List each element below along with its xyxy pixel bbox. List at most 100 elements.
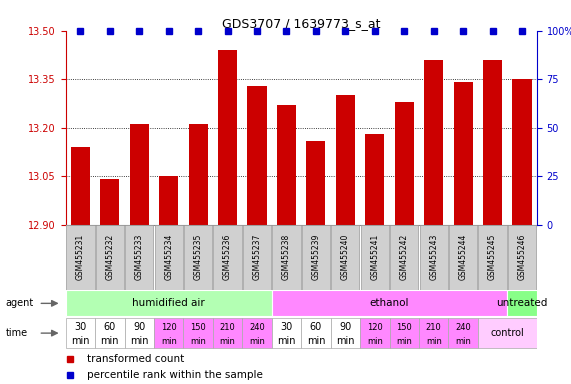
Text: min: min xyxy=(249,337,265,346)
Bar xyxy=(188,124,208,225)
Bar xyxy=(449,225,477,290)
Text: 120: 120 xyxy=(367,323,383,332)
Bar xyxy=(218,50,237,225)
Text: min: min xyxy=(278,336,296,346)
Bar xyxy=(71,147,90,225)
Text: GSM455240: GSM455240 xyxy=(341,234,350,280)
Bar xyxy=(307,141,325,225)
Bar xyxy=(242,318,272,348)
Text: min: min xyxy=(367,337,383,346)
Text: GSM455237: GSM455237 xyxy=(252,234,262,280)
Bar xyxy=(478,225,506,290)
Text: 90: 90 xyxy=(133,322,146,332)
Bar xyxy=(130,124,149,225)
Text: min: min xyxy=(100,336,119,346)
Text: min: min xyxy=(426,337,441,346)
Text: control: control xyxy=(490,328,524,338)
Text: GSM455244: GSM455244 xyxy=(459,234,468,280)
Text: GSM455234: GSM455234 xyxy=(164,234,173,280)
Bar xyxy=(272,290,507,316)
Text: GSM455231: GSM455231 xyxy=(76,234,85,280)
Bar xyxy=(483,60,502,225)
Text: 240: 240 xyxy=(249,323,265,332)
Text: min: min xyxy=(161,337,176,346)
Bar xyxy=(125,225,154,290)
Text: min: min xyxy=(190,337,206,346)
Bar xyxy=(96,225,124,290)
Bar xyxy=(478,318,537,348)
Text: 30: 30 xyxy=(280,322,292,332)
Text: 30: 30 xyxy=(74,322,87,332)
Bar xyxy=(66,225,95,290)
Text: time: time xyxy=(6,328,28,338)
Text: 120: 120 xyxy=(161,323,176,332)
Text: transformed count: transformed count xyxy=(87,354,184,364)
Bar xyxy=(395,102,414,225)
Bar xyxy=(453,83,473,225)
Bar xyxy=(360,318,389,348)
Bar xyxy=(159,176,178,225)
Text: GSM455232: GSM455232 xyxy=(105,234,114,280)
Bar xyxy=(243,225,271,290)
Bar xyxy=(390,225,419,290)
Text: untreated: untreated xyxy=(496,298,548,308)
Bar xyxy=(336,95,355,225)
Bar xyxy=(184,225,212,290)
Text: min: min xyxy=(396,337,412,346)
Bar xyxy=(213,318,242,348)
Text: 60: 60 xyxy=(310,322,322,332)
Text: GSM455235: GSM455235 xyxy=(194,234,203,280)
Text: min: min xyxy=(455,337,471,346)
Bar xyxy=(507,290,537,316)
Bar xyxy=(301,318,331,348)
Title: GDS3707 / 1639773_s_at: GDS3707 / 1639773_s_at xyxy=(222,17,380,30)
Text: GSM455233: GSM455233 xyxy=(135,234,144,280)
Text: ethanol: ethanol xyxy=(370,298,409,308)
Text: GSM455245: GSM455245 xyxy=(488,234,497,280)
Bar xyxy=(277,105,296,225)
Text: 150: 150 xyxy=(190,323,206,332)
Bar xyxy=(331,225,360,290)
Text: 240: 240 xyxy=(455,323,471,332)
Bar xyxy=(95,318,124,348)
Bar xyxy=(302,225,330,290)
Bar xyxy=(154,318,183,348)
Text: 90: 90 xyxy=(339,322,352,332)
Bar xyxy=(424,60,443,225)
Bar xyxy=(124,318,154,348)
Bar xyxy=(155,225,183,290)
Bar xyxy=(272,318,301,348)
Text: GSM455239: GSM455239 xyxy=(311,234,320,280)
Bar xyxy=(100,179,119,225)
Bar xyxy=(419,318,448,348)
Bar xyxy=(331,318,360,348)
Text: GSM455241: GSM455241 xyxy=(371,234,379,280)
Text: GSM455236: GSM455236 xyxy=(223,234,232,280)
Bar xyxy=(389,318,419,348)
Text: 150: 150 xyxy=(396,323,412,332)
Text: min: min xyxy=(71,336,90,346)
Bar xyxy=(183,318,213,348)
Bar xyxy=(66,318,95,348)
Text: 210: 210 xyxy=(426,323,441,332)
Bar xyxy=(512,79,532,225)
Text: 60: 60 xyxy=(104,322,116,332)
Text: GSM455238: GSM455238 xyxy=(282,234,291,280)
Bar xyxy=(214,225,242,290)
Text: GSM455243: GSM455243 xyxy=(429,234,438,280)
Text: agent: agent xyxy=(6,298,34,308)
Text: min: min xyxy=(220,337,235,346)
Text: min: min xyxy=(307,336,325,346)
Bar xyxy=(365,134,384,225)
Bar xyxy=(272,225,300,290)
Text: min: min xyxy=(336,336,355,346)
Text: GSM455246: GSM455246 xyxy=(517,234,526,280)
Bar xyxy=(420,225,448,290)
Bar xyxy=(448,318,478,348)
Text: min: min xyxy=(130,336,148,346)
Text: percentile rank within the sample: percentile rank within the sample xyxy=(87,370,263,381)
Text: humidified air: humidified air xyxy=(132,298,205,308)
Bar xyxy=(508,225,536,290)
Bar xyxy=(247,86,267,225)
Bar xyxy=(66,290,272,316)
